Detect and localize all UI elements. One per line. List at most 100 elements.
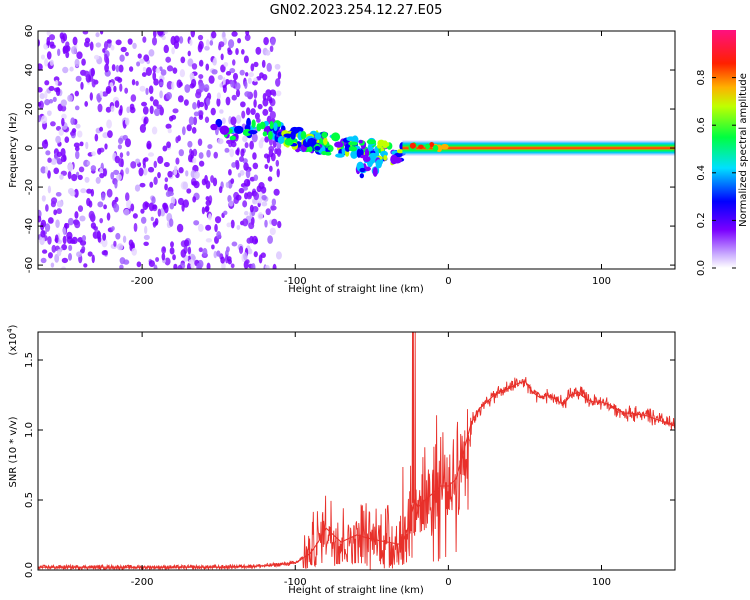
heatmap-noise-cell: [74, 211, 79, 219]
heatmap-noise-cell: [72, 36, 78, 46]
heatmap-noise-cell: [83, 70, 90, 77]
heatmap-noise-cell: [191, 63, 198, 70]
heatmap-noise-cell: [46, 36, 51, 46]
heatmap-noise-cell: [192, 196, 197, 203]
y-tick-label: 0.5: [24, 492, 35, 508]
heatmap-noise-cell: [186, 188, 192, 194]
heatmap-noise-cell: [269, 45, 274, 53]
spectrogram-y-ticks: -60 -40 -20 0 20 40 60: [24, 25, 675, 273]
heatmap-noise-cell: [205, 97, 211, 106]
heatmap-noise-cell: [242, 200, 248, 208]
heatmap-noise-cell: [101, 238, 108, 248]
heatmap-noise-cell: [250, 108, 256, 116]
heatmap-noise-cell: [178, 167, 184, 174]
heatmap-noise-cell: [62, 33, 68, 42]
heatmap-noise-cell: [65, 45, 71, 53]
heatmap-noise-cell: [244, 91, 251, 97]
heatmap-noise-cell: [44, 99, 51, 106]
heatmap-noise-cell: [208, 75, 215, 84]
heatmap-noise-cell: [141, 72, 147, 77]
heatmap-noise-cell: [205, 39, 210, 47]
colorbar-gradient: [712, 30, 736, 268]
heatmap-noise-cell: [228, 200, 234, 207]
heatmap-noise-cell: [252, 152, 257, 160]
heatmap-signal-cell: [215, 118, 223, 128]
heatmap-noise-cell: [170, 196, 176, 205]
heatmap-noise-cell: [55, 219, 60, 229]
heatmap-noise-cell: [221, 261, 226, 269]
heatmap-noise-cell: [143, 118, 147, 127]
heatmap-noise-cell: [132, 42, 137, 50]
heatmap-noise-cell: [147, 166, 155, 173]
heatmap-noise-cell: [52, 96, 57, 102]
heatmap-noise-cell: [264, 219, 268, 228]
heatmap-noise-cell: [227, 39, 235, 49]
heatmap-noise-cell: [263, 153, 269, 159]
heatmap-noise-cell: [181, 126, 186, 136]
heatmap-noise-cell: [95, 32, 100, 38]
heatmap-noise-cell: [218, 43, 222, 51]
heatmap-noise-cell: [178, 149, 184, 157]
heatmap-noise-cell: [229, 67, 236, 74]
heatmap-signal-cell: [409, 142, 416, 149]
heatmap-noise-cell: [253, 191, 260, 201]
heatmap-noise-cell: [123, 259, 130, 265]
heatmap-noise-cell: [253, 61, 259, 68]
heatmap-noise-cell: [238, 245, 244, 254]
heatmap-noise-cell: [44, 223, 51, 232]
heatmap-noise-cell: [104, 63, 109, 73]
heatmap-noise-cell: [188, 116, 195, 126]
heatmap-noise-cell: [257, 103, 263, 110]
heatmap-noise-cell: [152, 71, 157, 81]
heatmap-noise-cell: [38, 63, 43, 71]
heatmap-noise-cell: [237, 172, 242, 178]
heatmap-signal-cell: [346, 136, 356, 142]
heatmap-noise-cell: [173, 169, 178, 176]
heatmap-noise-cell: [113, 203, 120, 213]
heatmap-noise-cell: [157, 155, 164, 164]
heatmap-noise-cell: [175, 157, 180, 165]
heatmap-noise-cell: [275, 90, 282, 97]
heatmap-noise-cell: [198, 152, 204, 159]
heatmap-noise-cell: [97, 94, 101, 103]
heatmap-noise-cell: [205, 238, 213, 243]
heatmap-noise-cell: [197, 34, 204, 41]
heatmap-noise-cell: [128, 66, 134, 72]
heatmap-noise-cell: [161, 246, 167, 254]
heatmap-noise-cell: [151, 196, 156, 204]
heatmap-noise-cell: [118, 64, 124, 73]
heatmap-noise-cell: [55, 135, 61, 144]
heatmap-noise-cell: [47, 252, 53, 259]
heatmap-noise-cell: [230, 263, 235, 269]
heatmap-noise-cell: [180, 249, 187, 258]
heatmap-noise-cell: [119, 152, 124, 159]
heatmap-noise-cell: [224, 254, 229, 264]
heatmap-signal-cell: [358, 139, 363, 144]
heatmap-noise-cell: [177, 95, 184, 103]
heatmap-noise-cell: [186, 124, 192, 132]
heatmap-noise-cell: [103, 204, 107, 210]
heatmap-noise-cell: [40, 115, 48, 124]
heatmap-noise-cell: [90, 188, 95, 197]
heatmap-noise-cell: [47, 185, 52, 194]
heatmap-noise-cell: [213, 151, 218, 159]
heatmap-noise-cell: [241, 110, 246, 119]
heatmap-noise-cell: [222, 31, 226, 38]
heatmap-noise-cell: [262, 98, 269, 107]
heatmap-noise-cell: [191, 255, 196, 261]
heatmap-noise-cell: [193, 220, 200, 226]
heatmap-noise-cell: [51, 244, 57, 253]
heatmap-noise-cell: [177, 197, 184, 206]
heatmap-noise-cell: [157, 31, 164, 37]
colorbar-tick-label: 0.6: [696, 117, 707, 133]
heatmap-signal-cell: [383, 154, 388, 161]
heatmap-noise-cell: [235, 89, 241, 98]
heatmap-noise-cell: [56, 208, 63, 215]
heatmap-signal-cell: [440, 143, 449, 150]
heatmap-noise-cell: [60, 99, 67, 107]
heatmap-noise-cell: [198, 160, 205, 167]
heatmap-noise-cell: [277, 220, 282, 229]
heatmap-noise-cell: [253, 89, 258, 99]
heatmap-noise-cell: [187, 58, 194, 67]
heatmap-noise-cell: [217, 138, 224, 145]
